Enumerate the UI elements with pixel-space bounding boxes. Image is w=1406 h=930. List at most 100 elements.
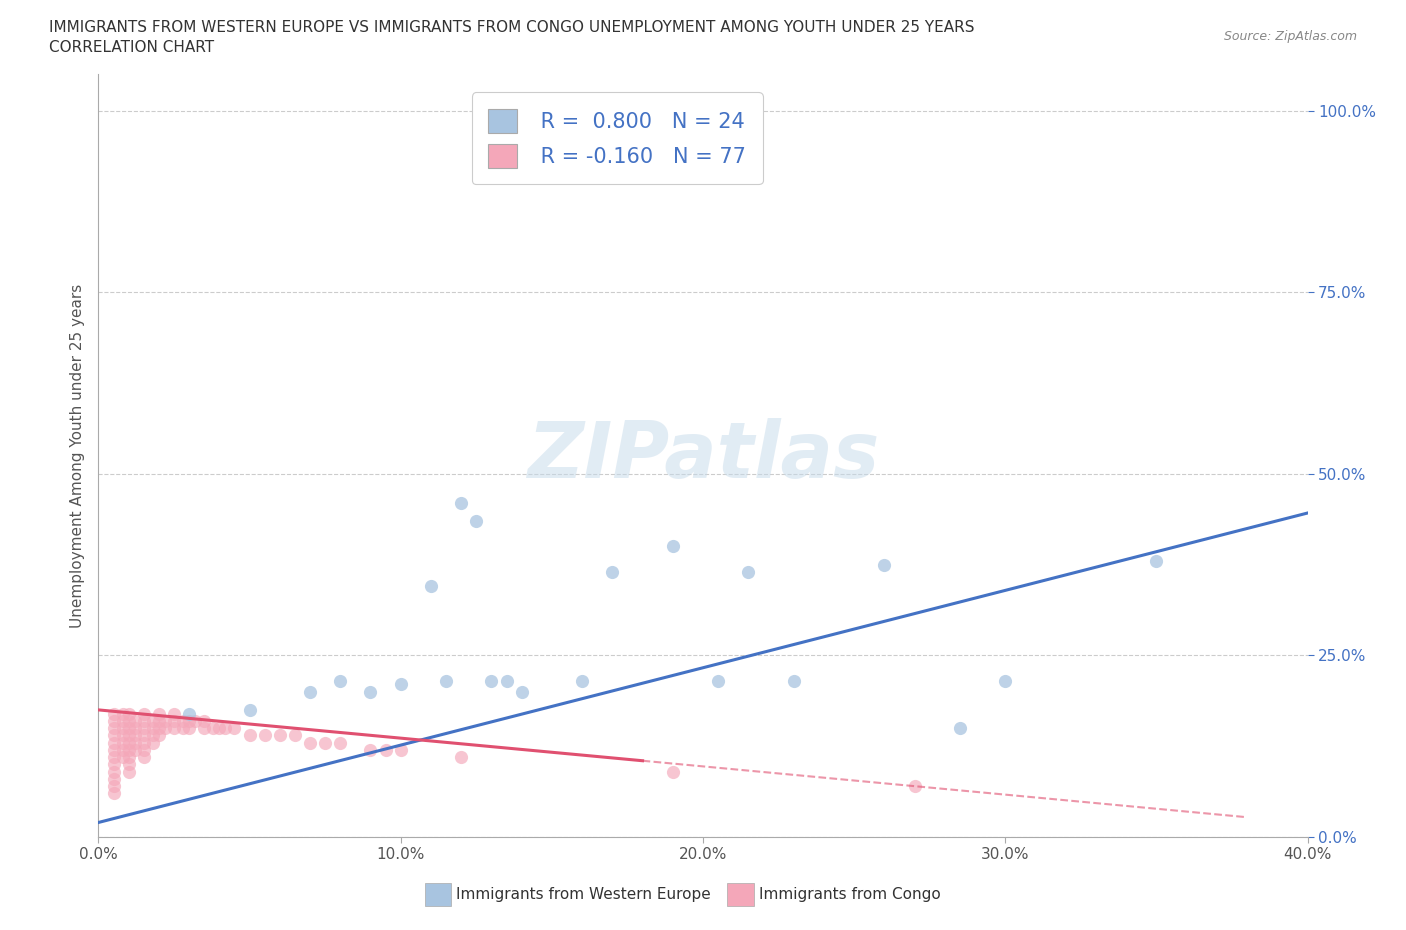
Point <box>707 673 730 688</box>
Point <box>163 713 186 728</box>
Point <box>124 742 146 757</box>
Point <box>142 728 165 743</box>
Point <box>118 735 141 750</box>
Point <box>450 496 472 511</box>
Point <box>142 735 165 750</box>
Point <box>148 721 170 736</box>
Point <box>949 721 972 736</box>
Point <box>103 757 125 772</box>
Point <box>179 706 201 721</box>
Point <box>193 713 215 728</box>
Point <box>495 673 517 688</box>
Point <box>481 673 503 688</box>
Point <box>124 728 146 743</box>
Point <box>239 728 262 743</box>
Point <box>661 764 683 779</box>
Point <box>103 728 125 743</box>
Point <box>737 565 759 579</box>
Point <box>124 713 146 728</box>
Point <box>389 677 412 692</box>
Point <box>118 706 141 721</box>
Point <box>299 684 322 699</box>
Point <box>132 713 155 728</box>
Point <box>103 742 125 757</box>
Point <box>118 757 141 772</box>
Point <box>124 721 146 736</box>
Point <box>118 742 141 757</box>
Point <box>148 706 170 721</box>
Point <box>132 721 155 736</box>
Point <box>132 750 155 764</box>
Point <box>132 728 155 743</box>
Bar <box>425 883 451 906</box>
Point <box>465 513 488 528</box>
Point <box>118 750 141 764</box>
Point <box>124 735 146 750</box>
Bar <box>727 883 754 906</box>
Point <box>153 713 176 728</box>
Text: ZIPatlas: ZIPatlas <box>527 418 879 494</box>
Point <box>269 728 291 743</box>
Point <box>184 713 207 728</box>
Point <box>111 750 134 764</box>
Point <box>103 764 125 779</box>
Point <box>434 673 457 688</box>
Point <box>103 772 125 787</box>
Point <box>111 742 134 757</box>
Point <box>118 713 141 728</box>
Point <box>142 721 165 736</box>
Point <box>329 673 352 688</box>
Point <box>103 713 125 728</box>
Point <box>153 721 176 736</box>
Text: Source: ZipAtlas.com: Source: ZipAtlas.com <box>1223 30 1357 43</box>
Point <box>132 735 155 750</box>
Point <box>132 742 155 757</box>
Point <box>132 706 155 721</box>
Point <box>103 786 125 801</box>
Point <box>239 702 262 717</box>
Point <box>360 742 382 757</box>
Legend:  R =  0.800   N = 24,  R = -0.160   N = 77: R = 0.800 N = 24, R = -0.160 N = 77 <box>471 92 762 184</box>
Point <box>420 579 443 594</box>
Point <box>314 735 336 750</box>
Text: Immigrants from Western Europe: Immigrants from Western Europe <box>457 886 711 902</box>
Point <box>103 778 125 793</box>
Point <box>103 735 125 750</box>
Point <box>661 539 683 554</box>
Point <box>111 706 134 721</box>
Point <box>389 742 412 757</box>
Point <box>111 735 134 750</box>
Point <box>163 721 186 736</box>
Point <box>148 728 170 743</box>
Point <box>111 721 134 736</box>
Point <box>374 742 396 757</box>
Point <box>299 735 322 750</box>
Point <box>118 764 141 779</box>
Point <box>179 721 201 736</box>
Point <box>172 713 194 728</box>
Point <box>450 750 472 764</box>
Point <box>284 728 307 743</box>
Point <box>360 684 382 699</box>
Point <box>783 673 806 688</box>
Text: IMMIGRANTS FROM WESTERN EUROPE VS IMMIGRANTS FROM CONGO UNEMPLOYMENT AMONG YOUTH: IMMIGRANTS FROM WESTERN EUROPE VS IMMIGR… <box>49 20 974 35</box>
Point <box>224 721 246 736</box>
Point <box>111 728 134 743</box>
Point <box>193 721 215 736</box>
Point <box>994 673 1017 688</box>
Point <box>118 721 141 736</box>
Point <box>329 735 352 750</box>
Point <box>118 728 141 743</box>
Point <box>208 721 231 736</box>
Point <box>1144 553 1167 568</box>
Point <box>148 713 170 728</box>
Text: Immigrants from Congo: Immigrants from Congo <box>759 886 941 902</box>
Text: CORRELATION CHART: CORRELATION CHART <box>49 40 214 55</box>
Point <box>172 721 194 736</box>
Point <box>179 713 201 728</box>
Point <box>111 713 134 728</box>
Point <box>103 721 125 736</box>
Point <box>142 713 165 728</box>
Point <box>103 706 125 721</box>
Point <box>571 673 593 688</box>
